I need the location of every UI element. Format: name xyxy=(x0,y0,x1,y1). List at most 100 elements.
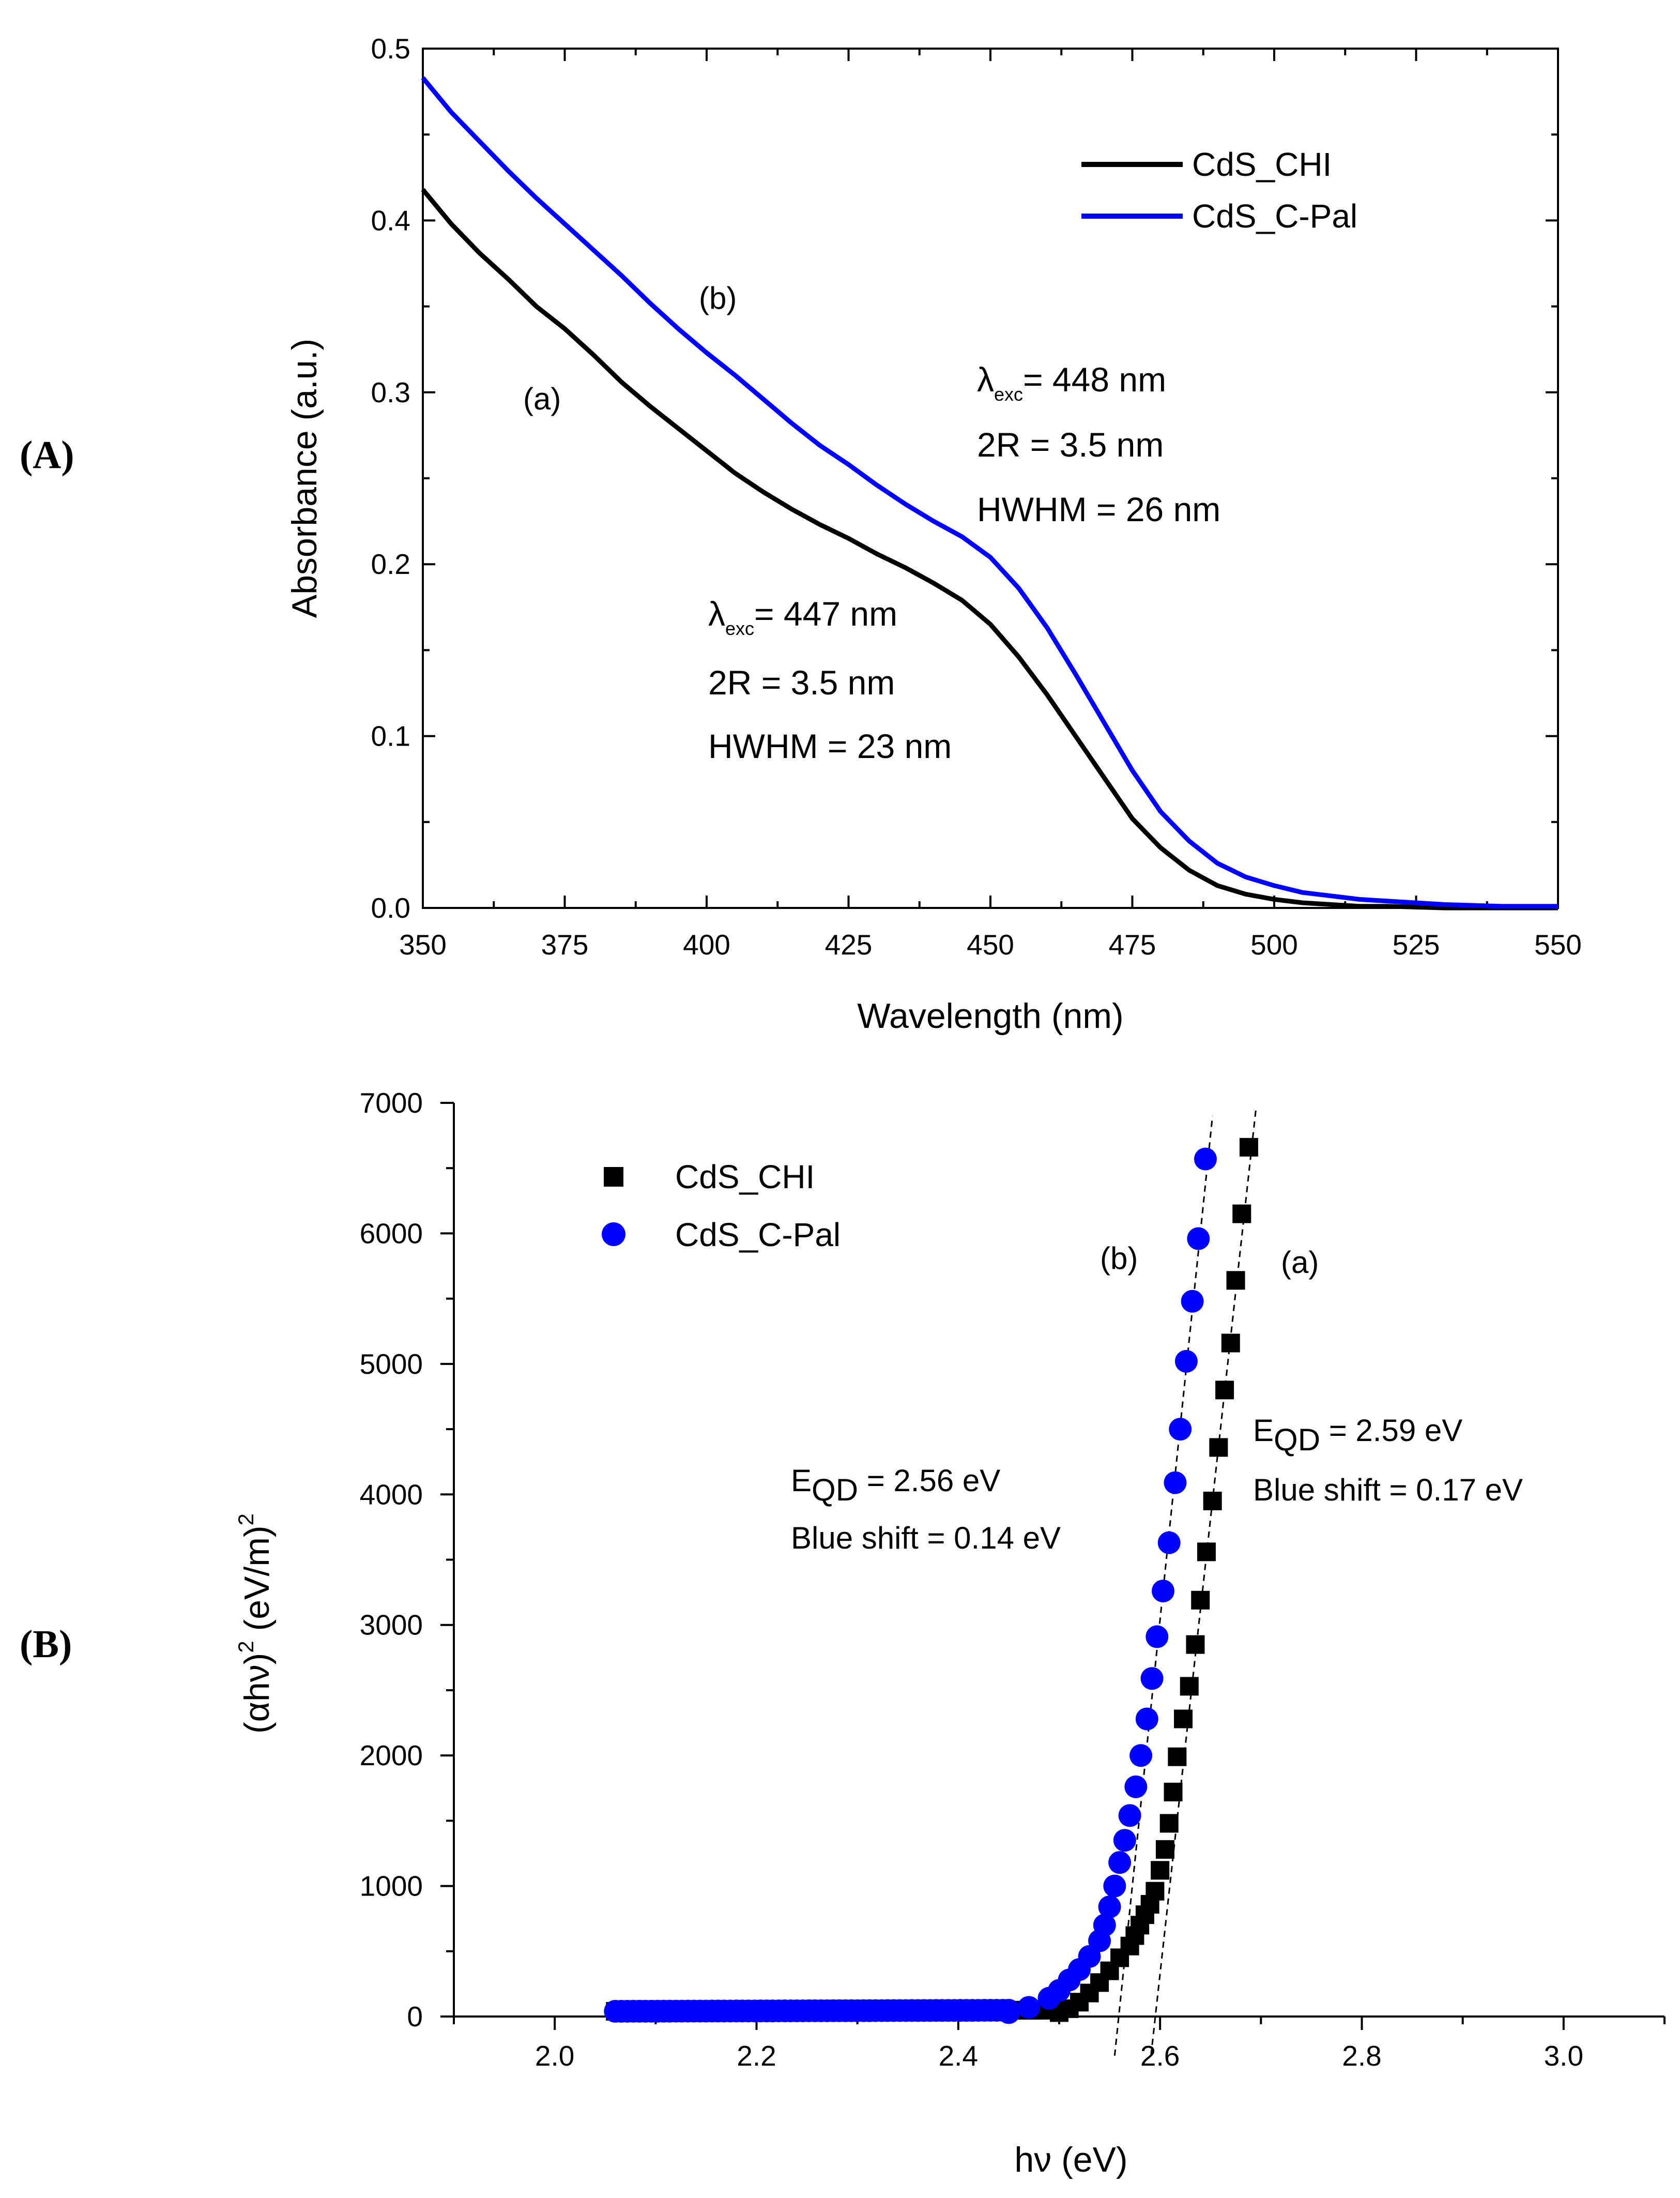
chart-b-xtick-label: 2.6 xyxy=(1140,2040,1180,2072)
chart-b-point-cpal xyxy=(1187,1227,1210,1250)
lambda-symbol: λ xyxy=(977,360,994,399)
chart-b-point-chi xyxy=(1203,1491,1222,1510)
chart-b-point-cpal xyxy=(997,2001,1020,2024)
chart-b-point-chi xyxy=(1197,1542,1216,1562)
ylabel-sup1: 2 xyxy=(234,1641,258,1653)
chart-a-ytick-label: 0.3 xyxy=(371,376,410,408)
chart-a-a-lambda: λexc= 447 nm xyxy=(708,595,897,639)
chart-a-b-size: 2R = 3.5 nm xyxy=(977,426,1164,464)
chart-b-ytick-label: 6000 xyxy=(360,1217,423,1249)
legend-b-marker-chi xyxy=(604,1167,623,1187)
chart-a-b-lambda: λexc= 448 nm xyxy=(977,360,1166,405)
chart-a-b-hwhm: HWHM = 26 nm xyxy=(977,490,1220,528)
chart-b-point-chi xyxy=(1168,1747,1187,1766)
energy-symbol: E xyxy=(791,1463,812,1498)
chart-b-ytick-label: 4000 xyxy=(360,1478,423,1510)
chart-a-xtick-label: 450 xyxy=(967,929,1014,961)
chart-b-point-cpal xyxy=(1140,1667,1164,1690)
ylabel-base: (αhν) xyxy=(237,1653,277,1734)
chart-a-legend: CdS_CHI CdS_C-Pal xyxy=(1081,146,1357,235)
ylabel-sup2: 2 xyxy=(234,1513,258,1525)
chart-b-xlabel: hν (eV) xyxy=(1014,2140,1127,2179)
chart-b-xtick-label: 2.2 xyxy=(737,2040,776,2072)
panel-label-b: (B) xyxy=(20,1623,72,1666)
chart-b-ticks: 2.0 2.2 2.4 2.6 2.8 3.0 0 1000 2000 3000 4000 5000 6… xyxy=(360,1087,1666,2072)
chart-a-xtick-label: 350 xyxy=(399,929,447,961)
chart-b-point-cpal xyxy=(1181,1290,1204,1313)
chart-b-series xyxy=(604,1138,1258,2024)
chart-b-xtick-label: 2.0 xyxy=(535,2040,574,2072)
chart-b-point-chi xyxy=(1174,1709,1193,1729)
chart-a-xtick-label: 375 xyxy=(541,929,589,961)
chart-b-point-chi xyxy=(1191,1590,1210,1610)
chart-a-a-hwhm: HWHM = 23 nm xyxy=(708,727,952,765)
chart-b-point-chi xyxy=(1215,1381,1234,1400)
chart-a-ylabel: Absorbance (a.u.) xyxy=(285,339,324,618)
chart-a-xtick-label: 525 xyxy=(1393,929,1440,961)
chart-a-ytick-label: 0.5 xyxy=(371,33,410,65)
chart-b-xtick-label: 2.4 xyxy=(939,2040,978,2072)
chart-b-point-chi xyxy=(1221,1333,1240,1353)
chart-b-b-shift: Blue shift = 0.14 eV xyxy=(791,1521,1061,1555)
chart-b-point-cpal xyxy=(1113,1829,1136,1852)
chart-b-ytick-label: 1000 xyxy=(360,1870,423,1902)
chart-a-xtick-label: 500 xyxy=(1250,929,1298,961)
chart-b-point-cpal xyxy=(1146,1625,1169,1648)
chart-b-point-cpal xyxy=(1118,1804,1141,1827)
chart-a-curve-b-label: (b) xyxy=(699,281,737,315)
chart-b-curve-b-label: (b) xyxy=(1100,1241,1138,1276)
chart-b-point-cpal xyxy=(1164,1471,1187,1494)
chart-b-point-chi xyxy=(1146,1882,1165,1901)
chart-b-point-cpal xyxy=(1135,1707,1158,1731)
chart-b-ytick-label: 7000 xyxy=(360,1087,423,1119)
legend-b-label-cpal: CdS_C-Pal xyxy=(675,1216,841,1253)
chart-b-point-cpal xyxy=(1093,1914,1116,1937)
chart-b-ytick-label: 0 xyxy=(407,2000,423,2033)
lambda-value: = 448 nm xyxy=(1023,360,1166,399)
chart-b-b-energy: EQD = 2.56 eV xyxy=(791,1463,1000,1507)
chart-b-point-chi xyxy=(1232,1204,1251,1223)
lambda-symbol: λ xyxy=(708,595,725,633)
chart-b-ytick-label: 2000 xyxy=(360,1739,423,1771)
chart-a-frame xyxy=(422,48,1559,909)
chart-b-point-cpal xyxy=(1017,1996,1041,2019)
chart-b-point-chi xyxy=(1164,1782,1183,1801)
chart-b-point-cpal xyxy=(1174,1350,1198,1373)
chart-a-xtick-label: 425 xyxy=(825,929,873,961)
legend-a-label-cpal: CdS_C-Pal xyxy=(1192,198,1357,235)
chart-b-fit-CdS_CHI xyxy=(1150,1109,1257,2056)
chart-b-ylabel: (αhν)2 (eV/m)2 xyxy=(234,1513,277,1734)
chart-b: 2.0 2.2 2.4 2.6 2.8 3.0 0 1000 2000 3000 4000 5000 6… xyxy=(234,1087,1666,2179)
chart-b-a-shift: Blue shift = 0.17 eV xyxy=(1253,1473,1523,1507)
energy-value: = 2.56 eV xyxy=(858,1463,1000,1498)
chart-a-xtick-label: 550 xyxy=(1534,929,1582,961)
lambda-subscript: exc xyxy=(994,384,1023,405)
chart-b-point-cpal xyxy=(1103,1874,1126,1898)
energy-subscript: QD xyxy=(812,1473,858,1507)
chart-b-legend: CdS_CHI CdS_C-Pal xyxy=(602,1158,841,1253)
chart-b-point-cpal xyxy=(1124,1775,1148,1798)
chart-a-a-size: 2R = 3.5 nm xyxy=(708,663,895,702)
chart-a-curve-a-label: (a) xyxy=(523,382,561,416)
chart-b-point-chi xyxy=(1226,1271,1245,1290)
energy-symbol: E xyxy=(1253,1413,1274,1448)
chart-a-series xyxy=(421,76,1558,911)
chart-b-point-cpal xyxy=(1108,1851,1132,1874)
chart-b-ytick-label: 5000 xyxy=(360,1348,423,1380)
chart-a-ytick-label: 0.1 xyxy=(371,720,410,752)
chart-b-point-cpal xyxy=(1194,1147,1217,1171)
legend-a-label-chi: CdS_CHI xyxy=(1192,146,1332,183)
chart-b-point-chi xyxy=(1159,1814,1179,1833)
lambda-value: = 447 nm xyxy=(754,595,897,633)
chart-b-point-cpal xyxy=(1098,1895,1121,1918)
panel-label-a: (A) xyxy=(20,433,74,477)
chart-b-point-chi xyxy=(1180,1677,1199,1696)
chart-b-point-chi xyxy=(1186,1635,1205,1654)
chart-a-xtick-label: 475 xyxy=(1109,929,1156,961)
chart-b-point-cpal xyxy=(1157,1531,1181,1554)
chart-b-ytick-label: 3000 xyxy=(360,1609,423,1641)
chart-a-ticks: 350 375 400 425 450 475 500 525 550 0.0 0.1 0.2 0.3 0… xyxy=(371,33,1582,961)
chart-b-xtick-label: 2.8 xyxy=(1342,2040,1381,2072)
legend-b-marker-cpal xyxy=(602,1222,625,1246)
legend-b-label-chi: CdS_CHI xyxy=(675,1158,815,1195)
